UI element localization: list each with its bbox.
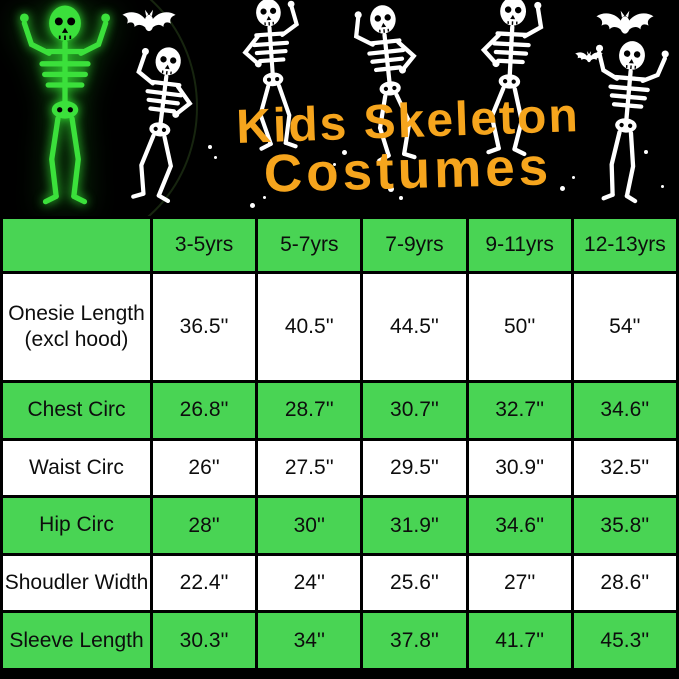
speck-dot [214,156,217,159]
speck-dot [388,186,394,192]
size-value-cell: 34.6'' [570,380,679,441]
title-line-2: Costumes [263,137,553,204]
header-cell-size-2: 5-7yrs [255,216,364,274]
size-value-cell: 26'' [149,437,259,499]
size-value-cell: 28.7'' [255,380,364,441]
size-header-row: 3-5yrs 5-7yrs 7-9yrs 9-11yrs 12-13yrs [0,216,679,274]
page-title: Kids Skeleton Costumes [168,89,648,204]
size-value-cell: 32.5'' [570,437,679,499]
measure-label-cell: Onesie Length (excl hood) [0,270,153,384]
size-value-cell: 30.9'' [465,437,574,499]
size-value-cell: 25.6'' [360,552,469,614]
size-value-cell: 28'' [149,495,259,556]
header-cell-empty [0,216,153,274]
measure-label-cell: Chest Circ [0,380,153,441]
table-row-shoulder-width: Shoudler Width 22.4'' 24'' 25.6'' 27'' 2… [0,552,679,614]
speck-dot [560,186,565,191]
size-chart-table: 3-5yrs 5-7yrs 7-9yrs 9-11yrs 12-13yrs On… [0,216,679,671]
glow-skeleton-icon [10,2,120,214]
size-value-cell: 22.4'' [149,552,259,614]
size-value-cell: 45.3'' [570,610,679,671]
speck-dot [399,196,403,200]
size-value-cell: 35.8'' [570,495,679,556]
bat-icon [120,8,178,38]
size-value-cell: 36.5'' [149,270,259,384]
size-value-cell: 50'' [465,270,574,384]
measure-label-cell: Hip Circ [0,495,153,556]
table-row-hip-circ: Hip Circ 28'' 30'' 31.9'' 34.6'' 35.8'' [0,495,679,556]
size-value-cell: 31.9'' [360,495,469,556]
size-value-cell: 28.6'' [570,552,679,614]
measure-label-cell: Waist Circ [0,437,153,499]
speck-dot [661,185,664,188]
size-value-cell: 30.3'' [149,610,259,671]
size-value-cell: 30.7'' [360,380,469,441]
hero-banner: Kids Skeleton Costumes [0,0,679,248]
speck-dot [208,145,212,149]
size-value-cell: 54'' [570,270,679,384]
table-row-sleeve-length: Sleeve Length 30.3'' 34'' 37.8'' 41.7'' … [0,610,679,671]
size-value-cell: 26.8'' [149,380,259,441]
size-value-cell: 34.6'' [465,495,574,556]
table-row-waist-circ: Waist Circ 26'' 27.5'' 29.5'' 30.9'' 32.… [0,437,679,499]
size-value-cell: 32.7'' [465,380,574,441]
table-row-chest-circ: Chest Circ 26.8'' 28.7'' 30.7'' 32.7'' 3… [0,380,679,441]
header-cell-size-1: 3-5yrs [149,216,259,274]
speck-dot [250,203,255,208]
speck-dot [644,150,648,154]
speck-dot [572,176,575,179]
header-cell-size-5: 12-13yrs [570,216,679,274]
size-value-cell: 41.7'' [465,610,574,671]
size-value-cell: 24'' [255,552,364,614]
size-value-cell: 29.5'' [360,437,469,499]
size-value-cell: 37.8'' [360,610,469,671]
size-value-cell: 27.5'' [255,437,364,499]
size-value-cell: 44.5'' [360,270,469,384]
size-value-cell: 27'' [465,552,574,614]
measure-label-cell: Sleeve Length [0,610,153,671]
size-value-cell: 30'' [255,495,364,556]
speck-dot [342,150,347,155]
header-cell-size-4: 9-11yrs [465,216,574,274]
speck-dot [333,163,336,166]
header-cell-size-3: 7-9yrs [360,216,469,274]
measure-label-cell: Shoudler Width [0,552,153,614]
size-value-cell: 34'' [255,610,364,671]
table-row-onesie-length: Onesie Length (excl hood) 36.5'' 40.5'' … [0,270,679,384]
speck-dot [263,196,266,199]
size-value-cell: 40.5'' [255,270,364,384]
